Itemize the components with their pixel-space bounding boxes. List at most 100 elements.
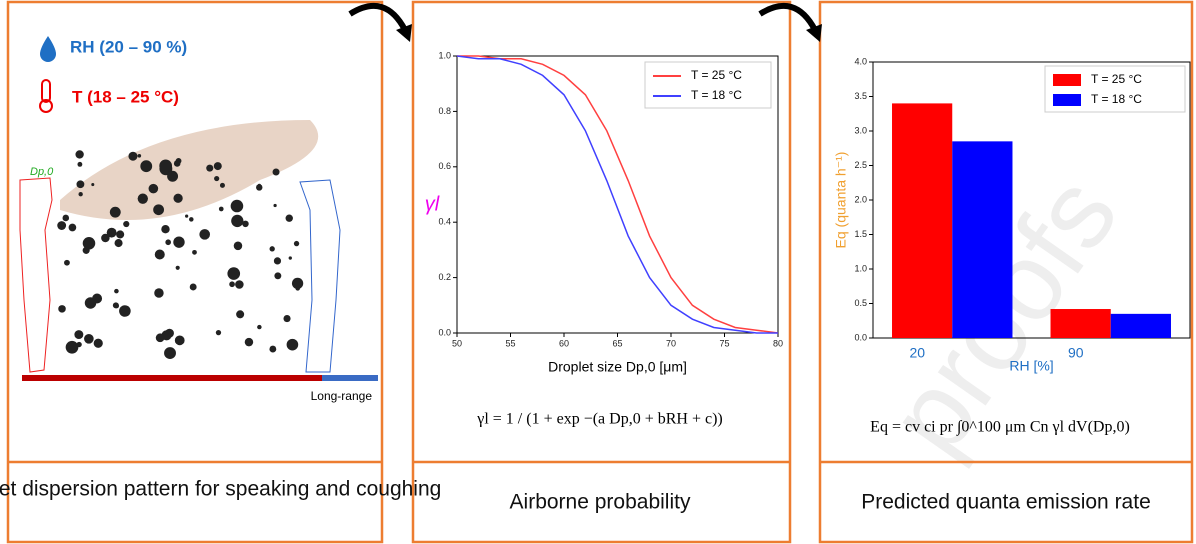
t-range: T (18 – 25 °C) — [72, 87, 179, 106]
droplet — [64, 259, 70, 266]
droplet — [235, 280, 244, 289]
droplet — [291, 277, 304, 290]
droplet — [58, 305, 66, 313]
droplet — [74, 330, 84, 340]
arrow-head — [396, 24, 412, 42]
y-tick-label: 1.0 — [438, 50, 451, 60]
y-tick-label: 0.8 — [438, 106, 451, 116]
droplet — [215, 329, 222, 336]
y-tick-label: 0.0 — [438, 327, 451, 337]
droplet — [111, 230, 116, 234]
range-bar — [22, 375, 322, 381]
y-axis-label: γl — [425, 193, 440, 215]
droplet — [192, 249, 197, 255]
arrow-head — [806, 24, 822, 42]
y-axis-label: Eq (quanta h⁻¹) — [833, 152, 849, 249]
droplet — [93, 338, 103, 348]
droplet — [295, 286, 300, 291]
x-tick-label: 60 — [559, 338, 569, 348]
range-label: Long-range — [311, 389, 373, 403]
droplet — [137, 193, 148, 204]
droplet — [269, 345, 277, 353]
caption: Droplet dispersion pattern for speaking … — [0, 478, 441, 501]
caption: Predicted quanta emission rate — [861, 491, 1151, 514]
droplet — [76, 341, 82, 348]
droplet — [140, 160, 153, 173]
y-tick-label: 0.5 — [854, 298, 867, 308]
rh-range: RH (20 – 90 %) — [70, 37, 187, 56]
droplet — [159, 159, 173, 173]
y-tick-label: 1.0 — [854, 263, 867, 273]
droplet — [123, 220, 130, 228]
droplet — [213, 162, 222, 171]
droplet — [77, 161, 83, 167]
droplet — [153, 204, 165, 216]
droplet — [273, 203, 277, 208]
droplet — [114, 239, 123, 248]
x-tick-label: 20 — [909, 345, 925, 361]
droplet — [65, 340, 79, 354]
y-tick-label: 3.5 — [854, 91, 867, 101]
y-tick-label: 1.5 — [854, 229, 867, 239]
droplet — [256, 184, 263, 191]
x-tick-label: 55 — [505, 338, 515, 348]
droplet — [109, 206, 121, 218]
droplet — [175, 265, 180, 270]
droplet — [185, 214, 189, 218]
legend-label: T = 18 °C — [1091, 92, 1142, 106]
droplet — [137, 153, 142, 158]
y-tick-label: 4.0 — [854, 56, 867, 66]
panel-frame — [818, 0, 1194, 544]
droplet — [119, 305, 131, 317]
droplet — [214, 175, 220, 182]
thermo-icon — [41, 79, 51, 103]
cloud — [60, 120, 319, 220]
droplet — [272, 168, 280, 176]
droplet — [257, 324, 262, 330]
formula: γl = 1 / (1 + exp −(a Dp,0 + bRH + c)) — [476, 411, 722, 428]
droplet — [230, 199, 244, 213]
range-bar — [322, 375, 378, 381]
droplet — [173, 236, 185, 248]
droplet — [269, 246, 275, 252]
y-tick-label: 3.0 — [854, 125, 867, 135]
droplet — [62, 214, 70, 222]
y-tick-label: 2.0 — [854, 194, 867, 204]
droplet — [167, 170, 179, 182]
droplet — [242, 220, 249, 228]
droplet — [189, 283, 197, 291]
x-tick-label: 70 — [666, 338, 676, 348]
droplet — [236, 310, 245, 319]
x-axis-label: Droplet size Dp,0 [μm] — [548, 359, 687, 375]
droplet — [233, 241, 243, 251]
droplet — [114, 288, 119, 294]
formula: Eq = cv ci pr ∫0^100 μm Cn γl dV(Dp,0) — [870, 419, 1130, 437]
panel-frame — [411, 0, 792, 544]
bar — [952, 141, 1013, 338]
droplet — [154, 288, 164, 298]
person — [299, 179, 341, 373]
bar — [1050, 309, 1111, 338]
droplet — [189, 217, 194, 222]
droplet — [286, 338, 299, 351]
x-tick-label: 75 — [719, 338, 729, 348]
droplet — [68, 223, 77, 232]
droplet — [274, 272, 282, 280]
droplet — [219, 182, 225, 188]
droplet — [116, 230, 125, 239]
x-axis-label: RH [%] — [1009, 358, 1053, 374]
droplet — [78, 192, 83, 197]
droplet — [161, 225, 170, 234]
x-tick-label: 65 — [612, 338, 622, 348]
x-tick-label: 90 — [1068, 345, 1084, 361]
droplet — [155, 333, 165, 343]
droplet — [174, 335, 185, 346]
thermo-icon — [39, 99, 53, 113]
droplet — [231, 214, 244, 228]
droplet — [82, 237, 96, 250]
line-series — [457, 55, 779, 334]
legend-box — [644, 61, 772, 109]
panel-frame — [6, 0, 384, 544]
legend-label: T = 18 °C — [691, 88, 742, 102]
